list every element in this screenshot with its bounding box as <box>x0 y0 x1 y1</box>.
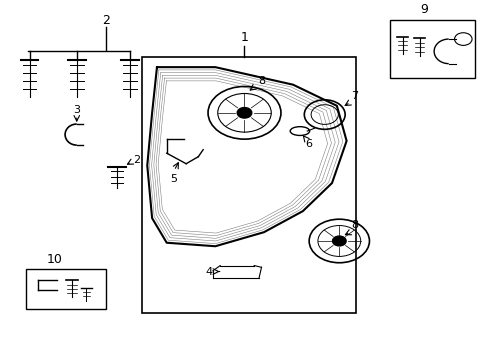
Bar <box>26 269 106 310</box>
Text: 10: 10 <box>47 253 62 266</box>
Text: 2: 2 <box>132 155 140 165</box>
Circle shape <box>332 236 346 246</box>
Text: 3: 3 <box>73 104 80 114</box>
Text: 7: 7 <box>351 90 358 100</box>
Text: 4: 4 <box>205 266 212 276</box>
Circle shape <box>237 108 251 118</box>
Bar <box>389 20 474 78</box>
Text: 6: 6 <box>305 139 312 149</box>
Bar <box>142 57 356 313</box>
Text: 9: 9 <box>420 3 427 16</box>
Text: 8: 8 <box>351 220 358 230</box>
Text: 1: 1 <box>240 31 248 44</box>
Text: 5: 5 <box>170 174 177 184</box>
Text: 2: 2 <box>102 14 110 27</box>
Text: 8: 8 <box>258 76 264 86</box>
